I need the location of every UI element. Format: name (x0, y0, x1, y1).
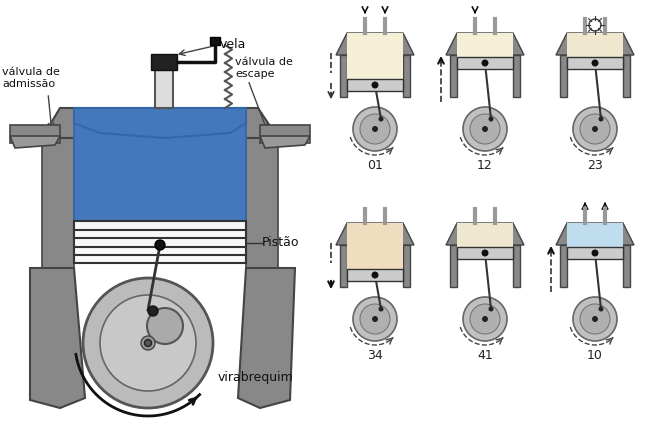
Polygon shape (567, 223, 623, 245)
Polygon shape (260, 136, 310, 148)
Circle shape (482, 126, 488, 132)
Polygon shape (336, 223, 414, 245)
Polygon shape (30, 268, 85, 408)
Text: 10: 10 (587, 349, 603, 362)
Bar (567, 247, 623, 259)
Circle shape (482, 60, 488, 67)
Circle shape (372, 316, 378, 322)
Circle shape (378, 117, 383, 121)
Circle shape (599, 307, 603, 311)
Bar (567, 57, 623, 69)
Text: válvula de
admissão: válvula de admissão (2, 67, 60, 89)
Circle shape (482, 316, 488, 322)
Bar (457, 55, 513, 57)
Circle shape (463, 107, 507, 151)
Circle shape (573, 107, 617, 151)
Circle shape (470, 304, 500, 334)
Polygon shape (457, 33, 513, 55)
Text: virabrequim: virabrequim (218, 371, 294, 385)
Bar (347, 269, 403, 281)
Circle shape (148, 306, 158, 316)
Polygon shape (347, 223, 403, 245)
Polygon shape (446, 223, 524, 245)
Bar (42, 138, 74, 268)
Bar (457, 247, 513, 259)
Circle shape (488, 117, 494, 121)
Circle shape (145, 339, 152, 346)
Bar (560, 55, 567, 97)
Polygon shape (10, 136, 60, 148)
Polygon shape (42, 108, 278, 138)
Circle shape (580, 114, 610, 144)
Text: válvula de
escape: válvula de escape (235, 57, 293, 79)
Circle shape (360, 304, 390, 334)
Circle shape (353, 297, 397, 341)
Bar (260, 125, 310, 143)
Circle shape (488, 307, 494, 311)
Circle shape (580, 304, 610, 334)
Circle shape (482, 250, 488, 257)
Text: 34: 34 (367, 349, 383, 362)
Circle shape (100, 295, 196, 391)
Bar (457, 57, 513, 69)
Bar (10, 125, 60, 143)
Circle shape (470, 114, 500, 144)
Polygon shape (567, 33, 623, 55)
Bar (246, 138, 278, 268)
Circle shape (147, 308, 183, 344)
Circle shape (155, 240, 165, 250)
Bar (347, 79, 403, 91)
Bar (623, 55, 630, 97)
Bar (450, 245, 457, 287)
Bar (513, 245, 520, 287)
Circle shape (592, 316, 598, 322)
Text: Pistão: Pistão (262, 237, 300, 250)
Circle shape (463, 297, 507, 341)
Bar (340, 55, 347, 97)
Text: 01: 01 (367, 159, 383, 172)
Bar (567, 55, 623, 57)
Polygon shape (336, 33, 414, 55)
Bar (74, 221, 246, 263)
Bar (403, 245, 410, 287)
Bar (151, 54, 177, 70)
Polygon shape (446, 33, 524, 55)
Text: 12: 12 (477, 159, 493, 172)
Bar (450, 55, 457, 97)
Circle shape (353, 107, 397, 151)
Bar (623, 245, 630, 287)
Circle shape (141, 336, 155, 350)
Circle shape (372, 272, 378, 279)
Circle shape (378, 307, 383, 311)
Polygon shape (556, 33, 634, 55)
Bar (347, 55, 403, 79)
Circle shape (360, 114, 390, 144)
Text: vela: vela (220, 39, 246, 52)
Polygon shape (556, 223, 634, 245)
Circle shape (591, 60, 599, 67)
Circle shape (83, 278, 213, 408)
Circle shape (599, 117, 603, 121)
Circle shape (573, 297, 617, 341)
Bar (567, 245, 623, 247)
Text: 41: 41 (477, 349, 493, 362)
Circle shape (372, 126, 378, 132)
Text: 23: 23 (587, 159, 603, 172)
Circle shape (592, 126, 598, 132)
Bar (513, 55, 520, 97)
Bar (340, 245, 347, 287)
Bar (403, 55, 410, 97)
Bar (457, 245, 513, 247)
Bar (560, 245, 567, 287)
Bar (210, 37, 220, 45)
Bar (74, 108, 246, 223)
Bar (155, 70, 173, 108)
Circle shape (372, 81, 378, 88)
Polygon shape (238, 268, 295, 408)
Bar (347, 245, 403, 269)
Polygon shape (457, 223, 513, 245)
Polygon shape (347, 33, 403, 55)
Circle shape (591, 250, 599, 257)
Polygon shape (74, 108, 246, 138)
